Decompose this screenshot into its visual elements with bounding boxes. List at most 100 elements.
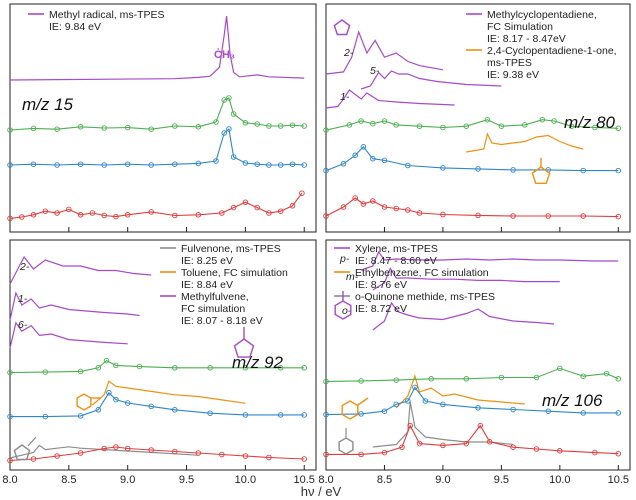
legend-entry: IE: 8.72 eV	[355, 303, 407, 315]
data-point	[580, 410, 586, 416]
data-point	[580, 373, 586, 379]
x-axis-mz92: 8.0 8.5 9.0 9.5 10.0 10.5	[2, 465, 315, 486]
series-line	[326, 424, 619, 455]
data-point	[580, 213, 586, 219]
data-point	[440, 211, 446, 218]
data-point	[42, 208, 49, 214]
data-point	[148, 447, 154, 453]
data-point	[172, 448, 178, 455]
panel-frame	[325, 3, 631, 233]
benzene-ring-icon	[338, 437, 354, 455]
data-point	[323, 167, 329, 174]
data-point	[95, 407, 102, 413]
data-point	[30, 456, 37, 462]
data-point	[136, 363, 143, 370]
ketene-bond-icon	[27, 436, 37, 447]
series-line	[9, 97, 305, 131]
data-point	[113, 213, 119, 220]
x-tick-label: 10.5	[294, 474, 315, 486]
data-point	[498, 123, 505, 129]
data-point	[266, 454, 272, 461]
data-point	[101, 212, 107, 219]
series-mz92-5	[7, 357, 307, 376]
data-point	[242, 120, 249, 126]
panel-frame	[325, 239, 631, 471]
series-line	[466, 132, 584, 153]
data-point	[580, 167, 586, 174]
data-point	[463, 123, 470, 129]
data-point	[148, 126, 154, 132]
data-point	[399, 444, 405, 450]
legend-entry: Xylene, ms-TPES	[355, 243, 438, 255]
mass-label: m/z 80	[564, 113, 616, 132]
data-point	[7, 413, 13, 420]
data-point	[266, 123, 272, 129]
legend-entry: IE: 8.07 - 8.18 eV	[181, 315, 263, 327]
data-point	[277, 208, 284, 214]
data-point	[77, 368, 84, 375]
data-point	[30, 212, 37, 218]
data-point	[405, 207, 411, 213]
data-point	[219, 451, 225, 458]
data-point	[393, 401, 399, 408]
benzene-ring-icon	[341, 400, 359, 420]
data-point	[54, 453, 60, 459]
series-mz15-1	[7, 95, 307, 133]
data-point	[323, 451, 329, 458]
data-point	[7, 369, 13, 376]
data-point	[266, 210, 272, 216]
data-point	[207, 365, 213, 371]
data-point	[370, 198, 376, 204]
data-point	[407, 422, 413, 429]
data-point	[358, 118, 364, 124]
series-mz92-3	[92, 380, 246, 406]
series-line	[325, 197, 619, 218]
data-point	[360, 144, 367, 150]
data-point	[124, 124, 131, 131]
data-point	[124, 212, 131, 218]
series-mz92-0	[9, 255, 152, 285]
legend-entry: Methylcyclopentadiene,	[487, 9, 597, 21]
data-point	[95, 365, 102, 371]
series-line	[9, 192, 303, 219]
data-point	[266, 162, 272, 168]
data-point	[416, 440, 423, 447]
trace-label: 1-	[340, 91, 350, 103]
mass-label: m/z 106	[542, 391, 603, 410]
data-point	[615, 410, 622, 416]
data-point	[113, 444, 119, 450]
legend-entry: IE: 8.76 eV	[355, 279, 407, 291]
legend-entry: o-Quinone methide, ms-TPES	[355, 291, 495, 303]
trace-label: 1-	[18, 293, 28, 305]
data-point	[19, 214, 25, 220]
series-mz15-0	[9, 15, 305, 81]
series-line	[9, 446, 305, 462]
series-line	[360, 250, 619, 271]
legend-entry: Fulvenone, ms-TPES	[181, 243, 281, 255]
data-point	[422, 398, 429, 404]
series-mz80-6	[323, 195, 622, 220]
series-line	[372, 267, 560, 291]
data-point	[412, 384, 418, 391]
x-axis-label: hν / eV	[301, 484, 342, 499]
series-line	[92, 380, 246, 406]
data-point	[440, 442, 446, 449]
data-point	[77, 413, 84, 419]
data-point	[230, 111, 237, 117]
x-tick-label: 8.5	[377, 474, 392, 486]
data-point	[381, 204, 388, 210]
data-point	[381, 118, 388, 124]
data-point	[358, 411, 364, 417]
data-point	[539, 116, 546, 123]
data-point	[30, 125, 37, 132]
series-line	[325, 30, 444, 75]
data-point	[148, 162, 154, 168]
series-line	[325, 145, 619, 172]
x-axis-mz106: 8.0 8.5 9.0 9.5 10.0 10.5	[318, 465, 629, 486]
data-point	[172, 161, 178, 167]
